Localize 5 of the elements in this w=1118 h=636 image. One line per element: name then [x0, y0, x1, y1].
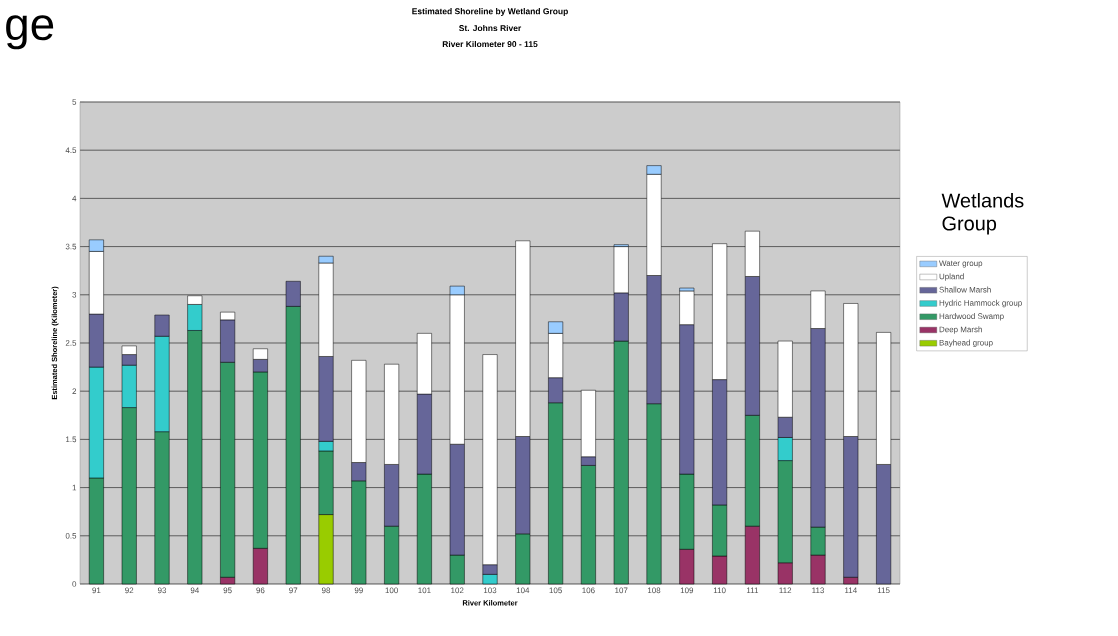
legend-title: Wetlands Group [941, 192, 1024, 235]
text: River Kilometer 90 - 115 [442, 40, 538, 48]
chart-title: Estimated Shoreline by Wetland Group [412, 8, 568, 16]
text: ge [6, 15, 54, 50]
chart-subtitle: St. Johns River [459, 24, 522, 32]
